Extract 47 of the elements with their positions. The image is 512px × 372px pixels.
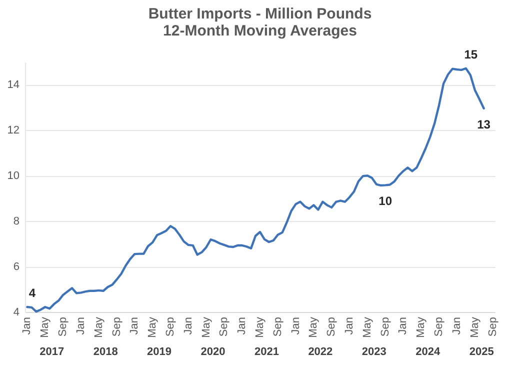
x-tick-label: Jan	[182, 317, 194, 335]
x-tick-label: Sep	[164, 317, 176, 337]
text: 2017	[40, 346, 64, 358]
x-tick-label: Jan	[74, 317, 87, 335]
text: 2022	[308, 346, 333, 358]
data-label: 15	[464, 47, 478, 62]
x-tick-label: Sep	[326, 317, 338, 337]
y-tick-label: 14	[7, 79, 20, 92]
text: 2019	[147, 346, 172, 358]
x-tick-label: Sep	[486, 317, 499, 337]
x-tick-label: Jan	[344, 317, 356, 335]
data-label: 10	[378, 194, 392, 208]
text: 2024	[416, 346, 441, 358]
y-tick-label: 12	[7, 124, 20, 137]
x-tick-label: May	[200, 316, 212, 338]
y-tick-label: 4	[13, 306, 20, 318]
x-tick-label: Sep	[218, 317, 230, 337]
text: 2018	[93, 346, 118, 358]
text: 2021	[254, 346, 279, 358]
data-label: 4	[28, 286, 36, 300]
x-tick-label: May	[308, 316, 320, 338]
x-tick-label: Sep	[110, 317, 123, 337]
y-tick-label: 8	[13, 216, 20, 228]
x-tick-label: May	[415, 316, 428, 338]
data-label: 13	[477, 117, 491, 132]
y-tick-label: 6	[13, 261, 20, 274]
text: 2023	[362, 346, 386, 358]
x-tick-label: Sep	[379, 317, 392, 337]
chart-title: Butter Imports - Million Pounds 12-Month Moving Averages	[148, 5, 372, 40]
x-tick-label: May	[254, 316, 266, 338]
text: 2025	[469, 346, 494, 358]
x-tick-label: Jan	[450, 317, 463, 335]
x-tick-label: May	[92, 316, 105, 338]
x-tick-label: Sep	[272, 317, 284, 337]
x-tick-label: Sep	[433, 317, 446, 337]
x-tick-label: Jan	[236, 317, 248, 335]
x-tick-label: Sep	[57, 317, 70, 337]
x-tick-label: Jan	[290, 317, 302, 335]
x-tick-label: May	[39, 316, 52, 338]
x-tick-label: May	[146, 316, 159, 338]
y-tick-label: 10	[7, 170, 20, 182]
x-tick-label: Jan	[397, 317, 410, 335]
x-tick-label: Jan	[21, 317, 34, 335]
x-tick-label: May	[468, 316, 481, 338]
x-tick-label: May	[361, 316, 374, 338]
text: 2020	[200, 346, 226, 358]
x-tick-label: Jan	[128, 317, 141, 335]
